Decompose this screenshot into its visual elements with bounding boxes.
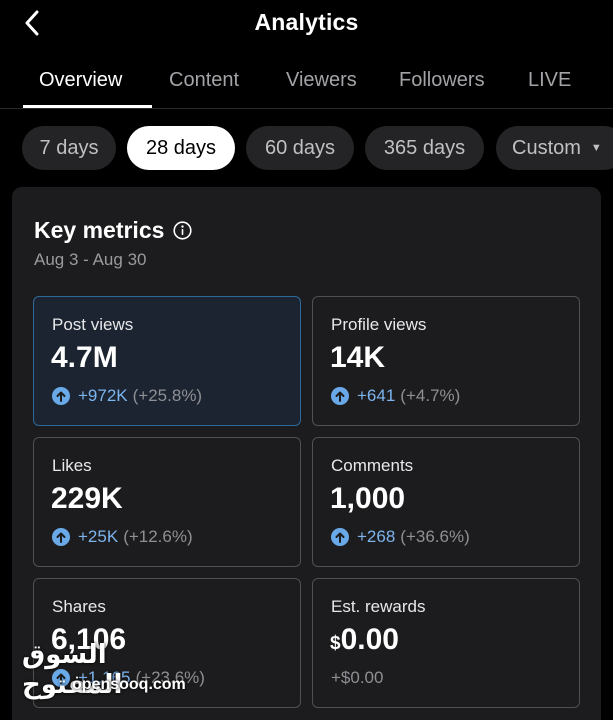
metric-value: $0.00 xyxy=(330,623,399,657)
tab-content[interactable]: Content xyxy=(169,69,240,91)
date-range-label: Aug 3 - Aug 30 xyxy=(34,250,147,269)
metric-label: Comments xyxy=(331,456,414,475)
change-percent: (+4.7%) xyxy=(400,386,461,405)
metric-value: 14K xyxy=(330,341,386,374)
metric-change: +$0.00 xyxy=(331,668,383,688)
change-absolute: +268 xyxy=(357,527,396,546)
active-tab-indicator xyxy=(23,105,152,108)
caret-down-icon: ▼ xyxy=(590,142,602,154)
metric-change: +641 (+4.7%) xyxy=(331,386,460,406)
metric-card-comments[interactable]: Comments 1,000 +268 (+36.6%) xyxy=(312,437,580,567)
metric-label: Profile views xyxy=(331,315,427,334)
arrow-up-icon xyxy=(52,387,70,405)
currency-symbol: $ xyxy=(330,633,341,654)
key-metrics-heading: Key metrics xyxy=(34,217,193,244)
range-label: 60 days xyxy=(264,136,336,159)
metric-card-est-rewards[interactable]: Est. rewards $0.00 +$0.00 xyxy=(312,578,580,708)
metric-card-profile-views[interactable]: Profile views 14K +641 (+4.7%) xyxy=(312,296,580,426)
range-label: Custom xyxy=(512,136,581,159)
date-range-selector: 7 days 28 days 60 days 365 days Custom ▼ xyxy=(0,126,613,170)
change-percent: (+25.8%) xyxy=(132,386,203,405)
metric-value: 6,106 xyxy=(51,623,127,656)
change-absolute: +641 xyxy=(357,386,396,405)
metric-label: Shares xyxy=(52,597,106,616)
info-icon[interactable] xyxy=(173,221,193,240)
change-percent: (+12.6%) xyxy=(123,527,193,546)
metric-label: Post views xyxy=(52,315,134,334)
key-metrics-title: Key metrics xyxy=(34,217,165,243)
change-absolute: +972K xyxy=(78,386,128,405)
range-label: 7 days xyxy=(39,136,99,159)
change-absolute: +$0.00 xyxy=(331,668,384,687)
tab-followers[interactable]: Followers xyxy=(399,69,485,91)
range-label: 28 days xyxy=(145,136,217,159)
range-custom[interactable]: Custom ▼ xyxy=(496,126,613,170)
change-absolute: +1,165 xyxy=(78,668,131,687)
metric-value: 229K xyxy=(51,482,123,515)
top-bar: Analytics xyxy=(0,0,613,50)
metric-label: Est. rewards xyxy=(331,597,426,616)
back-button[interactable] xyxy=(16,6,48,40)
change-percent: (+23.6%) xyxy=(135,668,205,687)
change-absolute: +25K xyxy=(78,527,119,546)
range-60-days[interactable]: 60 days xyxy=(246,126,354,170)
metric-label: Likes xyxy=(52,456,92,475)
arrow-up-icon xyxy=(52,528,70,546)
range-7-days[interactable]: 7 days xyxy=(22,126,116,170)
tab-bar: Overview Content Viewers Followers LIVE xyxy=(0,64,613,109)
metric-change: +1,165 (+23.6%) xyxy=(52,668,205,688)
metric-card-post-views[interactable]: Post views 4.7M +972K (+25.8%) xyxy=(33,296,301,426)
arrow-up-icon xyxy=(331,387,349,405)
metric-change: +268 (+36.6%) xyxy=(331,527,470,547)
range-28-days[interactable]: 28 days xyxy=(127,126,235,170)
metric-change: +25K (+12.6%) xyxy=(52,527,193,547)
tab-live[interactable]: LIVE xyxy=(528,69,572,91)
change-percent: (+36.6%) xyxy=(400,527,470,546)
chevron-left-icon xyxy=(25,10,39,36)
page-title: Analytics xyxy=(254,9,359,35)
metric-value: 1,000 xyxy=(330,482,406,515)
arrow-up-icon xyxy=(52,669,70,687)
range-label: 365 days xyxy=(383,136,466,159)
range-365-days[interactable]: 365 days xyxy=(365,126,484,170)
tab-viewers[interactable]: Viewers xyxy=(286,69,357,91)
metric-value: 4.7M xyxy=(51,341,118,374)
key-metrics-panel: Key metrics Aug 3 - Aug 30 Post views 4.… xyxy=(12,187,601,720)
tab-overview[interactable]: Overview xyxy=(39,69,123,91)
arrow-up-icon xyxy=(331,528,349,546)
metric-card-likes[interactable]: Likes 229K +25K (+12.6%) xyxy=(33,437,301,567)
metric-card-shares[interactable]: Shares 6,106 +1,165 (+23.6%) xyxy=(33,578,301,708)
metric-amount: 0.00 xyxy=(340,623,399,656)
metric-change: +972K (+25.8%) xyxy=(52,386,202,406)
